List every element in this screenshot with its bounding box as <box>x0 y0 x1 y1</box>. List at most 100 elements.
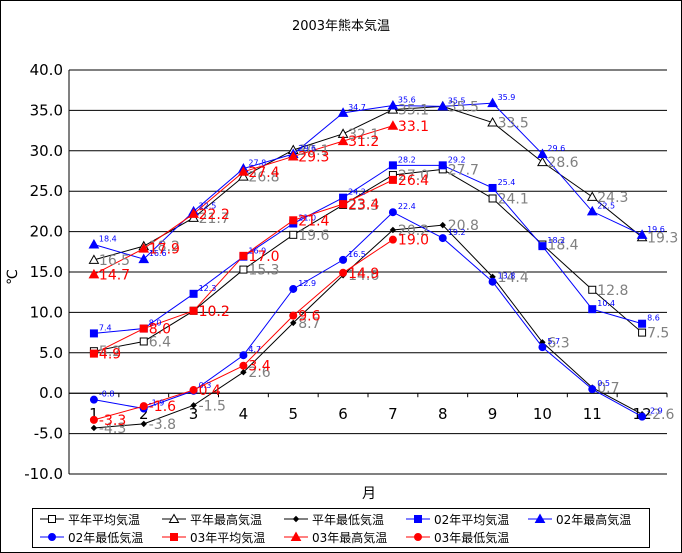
data-label: 31.2 <box>348 134 379 150</box>
data-label: 22.4 <box>398 202 416 211</box>
data-point <box>388 175 397 184</box>
data-point <box>140 420 147 428</box>
data-label: 27.0 <box>398 168 429 184</box>
legend-item: 平年最高気温 <box>161 510 262 528</box>
data-label: 0.3 <box>199 381 212 390</box>
data-point <box>89 329 98 338</box>
legend-label: 02年平均気温 <box>434 512 510 527</box>
legend-item: 03年最高気温 <box>283 528 387 546</box>
data-label: 16.5 <box>348 250 366 259</box>
data-point <box>188 208 199 218</box>
data-label: 21.0 <box>298 214 316 223</box>
legend-label: 平年最高気温 <box>190 512 263 527</box>
data-point <box>534 513 546 523</box>
data-label: 18.2 <box>547 236 565 245</box>
data-label: -1.6 <box>149 399 176 415</box>
data-label: 16.5 <box>99 253 130 269</box>
data-label: 24.3 <box>597 190 628 206</box>
data-label: -1.9 <box>149 399 165 408</box>
data-point <box>189 306 198 315</box>
data-point <box>170 533 178 541</box>
data-point <box>488 194 497 203</box>
x-tick-label: 6 <box>338 405 348 423</box>
data-point <box>389 226 397 234</box>
data-point <box>238 171 249 181</box>
series-line <box>93 105 643 261</box>
legend-label: 02年最高気温 <box>556 512 632 527</box>
legend-label: 03年最低気温 <box>434 530 510 545</box>
data-point <box>488 277 497 286</box>
data-point <box>337 135 349 146</box>
data-point <box>488 183 497 192</box>
chart-legend: 平年平均気温 平年最高気温 平年最低気温 02年平均気温 02年最高気温 02年最低気温 0… <box>32 508 650 548</box>
data-label: 26.4 <box>398 173 429 189</box>
y-tick-label: 10.0 <box>30 303 63 321</box>
legend-swatch <box>40 533 64 541</box>
data-point <box>537 148 548 159</box>
legend-label: 平年最低気温 <box>312 512 385 527</box>
data-point <box>538 343 547 352</box>
data-label: 21.4 <box>298 213 329 229</box>
data-label: 33.5 <box>498 116 529 132</box>
data-point <box>538 242 547 251</box>
series-03年最低気温 <box>89 235 397 424</box>
data-label: 15.3 <box>248 263 279 279</box>
data-label: 33.1 <box>398 119 429 135</box>
data-label: 29.3 <box>298 149 329 165</box>
series-line <box>93 168 643 352</box>
data-point <box>438 234 447 243</box>
series-line <box>93 224 643 429</box>
data-point <box>388 235 397 244</box>
y-tick-label: 5.0 <box>39 344 63 362</box>
data-point <box>138 253 150 264</box>
data-point <box>387 100 399 110</box>
y-tick-label: 0.0 <box>39 384 63 402</box>
data-label: 34.7 <box>348 103 366 112</box>
data-label: -0.8 <box>99 390 115 399</box>
data-label: 14.4 <box>498 270 529 286</box>
data-point <box>290 531 302 541</box>
data-label: 23.3 <box>348 198 379 214</box>
data-point <box>168 513 180 523</box>
data-point <box>139 324 148 333</box>
data-label: 8.6 <box>647 314 660 323</box>
y-tick-label: 40.0 <box>30 61 63 79</box>
data-label: 17.9 <box>149 242 180 258</box>
data-point <box>88 239 100 249</box>
data-point <box>387 120 399 130</box>
series-layer <box>88 97 648 432</box>
data-label: 35.5 <box>448 96 466 105</box>
data-label: 24.2 <box>348 188 366 197</box>
data-label: 18.4 <box>547 238 578 254</box>
y-tick-label: -10.0 <box>24 465 63 483</box>
data-point <box>438 161 447 170</box>
data-label: 28.2 <box>398 155 416 164</box>
data-label: 26.8 <box>248 170 279 186</box>
data-label: -3.3 <box>99 413 126 429</box>
data-label: 8.0 <box>149 319 162 328</box>
data-label: 28.6 <box>547 155 578 171</box>
series-03年平均気温 <box>89 175 397 358</box>
x-tick-label: 2 <box>139 405 149 423</box>
data-label: 5.7 <box>547 337 560 346</box>
data-label: 8.7 <box>298 316 320 332</box>
series-line <box>93 211 643 418</box>
legend-label: 平年平均気温 <box>68 512 141 527</box>
data-label: 16.6 <box>149 249 167 258</box>
data-point <box>339 255 348 264</box>
y-tick-label: 30.0 <box>30 142 63 160</box>
data-point <box>487 117 498 127</box>
data-label: 14.9 <box>348 266 379 282</box>
x-tick-label: 4 <box>239 405 249 423</box>
data-point <box>339 268 348 277</box>
data-point <box>239 265 248 274</box>
data-label: 12.3 <box>199 284 217 293</box>
data-label: 22.5 <box>597 201 615 210</box>
legend-item: 02年最低気温 <box>39 528 143 546</box>
data-label: 24.1 <box>498 191 529 207</box>
data-labels: 5.2 6.4 10.2 15.3 19.6 23.3 27.0 27.7 24.1 18.4 12… <box>99 93 678 437</box>
data-label: 18.2 <box>149 239 180 255</box>
y-tick-label: 25.0 <box>30 182 63 200</box>
data-point <box>89 415 98 424</box>
data-point <box>88 268 100 279</box>
